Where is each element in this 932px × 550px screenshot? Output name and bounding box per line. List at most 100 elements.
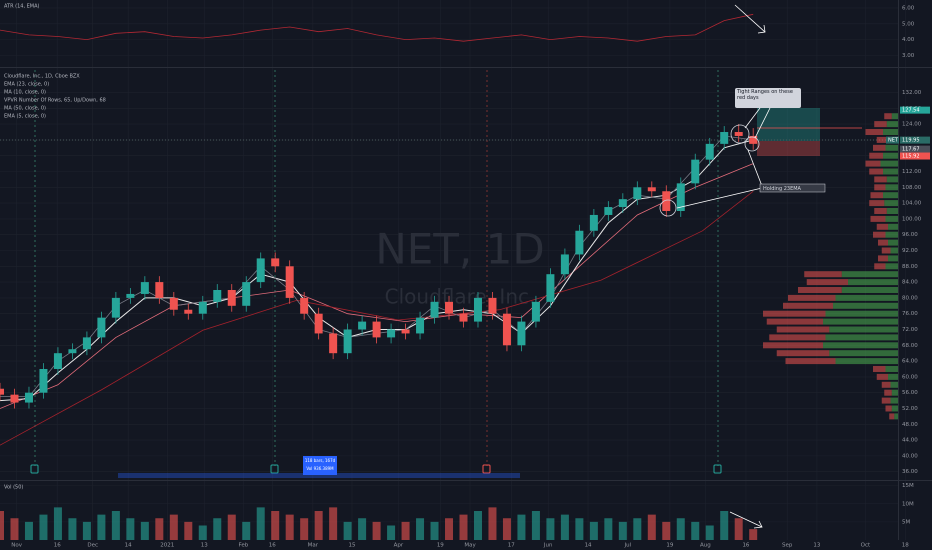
atr-legend: ATR (14, EMA) — [4, 4, 40, 10]
vpvr-up — [825, 310, 898, 317]
vpvr-down — [869, 200, 885, 207]
volume-bar — [531, 511, 540, 540]
vpvr-up — [823, 318, 898, 325]
note-box — [735, 88, 801, 108]
volume-bar — [227, 514, 236, 540]
vpvr-down — [785, 358, 836, 365]
volume-bar — [604, 518, 613, 540]
vpvr-up — [848, 279, 898, 286]
vpvr-down — [873, 365, 886, 372]
atr-line — [0, 13, 754, 42]
volume-bar — [676, 518, 685, 540]
legend-entry: MA (10, close, 0) — [4, 90, 46, 96]
volume-bar — [0, 511, 4, 540]
vpvr-up — [823, 342, 898, 349]
candle-body — [459, 313, 468, 322]
volume-bar — [343, 521, 352, 540]
volume-bar — [97, 514, 106, 540]
note-box — [759, 183, 826, 193]
x-tick-label: Mar — [308, 543, 319, 549]
vpvr-down — [788, 294, 836, 301]
volume-bar — [618, 521, 627, 540]
vpvr-up — [829, 326, 898, 333]
y-tick-label: 68.00 — [902, 343, 918, 349]
price-tag-label: 115.92 — [902, 154, 920, 160]
price-tag-label: 119.95 — [902, 138, 920, 144]
vpvr-up — [835, 358, 898, 365]
y-tick-label: 4.00 — [902, 37, 915, 43]
x-tick-label: 16 — [54, 543, 61, 549]
volume-bar — [53, 507, 62, 540]
price-tag-label: 127.54 — [902, 108, 920, 114]
vpvr-up — [885, 215, 898, 222]
vpvr-down — [874, 176, 887, 183]
vpvr-up — [891, 113, 898, 120]
vpvr-down — [889, 413, 895, 420]
vpvr-up — [883, 168, 898, 175]
y-tick-label: 5.00 — [902, 21, 915, 27]
candle-body — [488, 297, 497, 314]
note-circle — [744, 136, 760, 152]
vpvr-up — [885, 184, 898, 191]
legend-entry: VPVR Number Of Rows, 65, Up/Down, 68 — [4, 98, 106, 104]
volume-bar — [329, 507, 338, 540]
candle-body — [633, 187, 642, 200]
x-tick-label: 18 — [902, 543, 909, 549]
volume-bar — [140, 521, 149, 540]
candle-body — [10, 394, 19, 403]
candle-body — [720, 132, 729, 144]
x-tick-label: Apr — [394, 543, 404, 549]
x-tick-label: Nov — [11, 543, 22, 549]
vpvr-down — [878, 239, 888, 246]
vpvr-down — [873, 231, 886, 238]
vpvr-up — [886, 208, 898, 215]
vpvr-up — [883, 152, 898, 159]
volume-bar — [24, 521, 33, 540]
candle-body — [140, 282, 149, 294]
volume-bar — [300, 518, 309, 540]
earnings-lines — [34, 70, 719, 466]
x-tick-label: 19 — [666, 543, 673, 549]
y-tick-label: 104.00 — [902, 201, 922, 207]
y-tick-label: 52.00 — [902, 406, 918, 412]
position-profit — [757, 108, 820, 141]
vpvr-up — [885, 144, 898, 151]
candle-body — [184, 309, 193, 314]
y-tick-label: 60.00 — [902, 374, 918, 380]
volume-bar — [242, 521, 251, 540]
candle-body — [618, 199, 627, 208]
volume-bar — [662, 521, 671, 540]
y-tick-label: 80.00 — [902, 295, 918, 301]
vpvr-down — [869, 168, 883, 175]
candle-body — [0, 388, 4, 395]
x-tick-label: May — [464, 543, 476, 549]
candle-body — [39, 368, 48, 393]
vpvr-down — [878, 255, 888, 262]
volume-bar — [430, 521, 439, 540]
candle-body — [155, 282, 164, 298]
candle-body — [445, 301, 454, 314]
x-tick-label: 14 — [585, 543, 592, 549]
vpvr-up — [886, 121, 898, 128]
candle-body — [604, 207, 613, 215]
volume-bar — [82, 521, 91, 540]
candle-body — [676, 183, 685, 212]
vpvr-down — [776, 350, 830, 357]
vpvr-down — [870, 192, 883, 199]
volume-bar — [560, 514, 569, 540]
watermark: NET, 1D — [375, 225, 544, 274]
volume-bar — [285, 514, 294, 540]
volume-bar — [256, 507, 265, 540]
y-tick-label: 48.00 — [902, 422, 918, 428]
arrows — [676, 4, 771, 529]
price-tag — [900, 136, 930, 144]
candle-body — [82, 337, 91, 350]
candle-body — [430, 301, 439, 318]
x-tick-label: 16 — [742, 543, 749, 549]
vpvr-down — [874, 263, 886, 270]
vpvr-down — [876, 373, 888, 380]
y-tick-label: 10M — [902, 501, 914, 507]
volume-bar — [198, 525, 207, 540]
